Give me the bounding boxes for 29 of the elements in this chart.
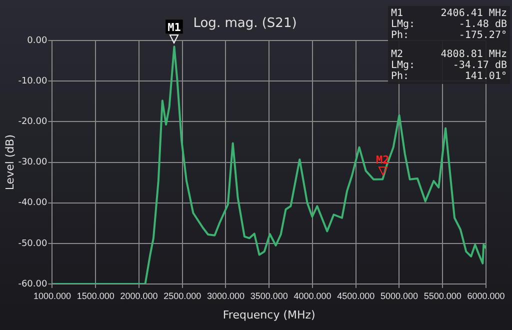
chart-title: Log. mag. (S21) (193, 16, 297, 32)
text: Ph: -175.27° (391, 30, 507, 41)
text: M1 2406.41 MHz (391, 8, 507, 19)
x-tick-label: 2000.000 (120, 290, 158, 301)
annotation: M2 (376, 154, 390, 167)
x-tick-label: 4500.000 (337, 290, 375, 301)
y-tick-label: -40.00 (18, 198, 48, 208)
text: LMg: -34.17 dB (391, 60, 507, 71)
x-tick-label: 1000.000 (33, 290, 71, 301)
text: M2 4808.81 MHz (391, 49, 507, 60)
annotation: M1 (168, 20, 182, 34)
x-tick-label: 1500.000 (76, 290, 114, 301)
text: LMg: -1.48 dB (391, 19, 507, 30)
x-tick-label: 2500.000 (164, 290, 202, 301)
y-axis-title: Level (dB) (3, 134, 16, 190)
y-tick-label: -10.00 (18, 76, 48, 87)
x-tick-label: 3500.000 (250, 290, 288, 301)
y-tick-label: -50.00 (18, 238, 48, 249)
x-tick-label: 5000.000 (380, 290, 418, 301)
y-tick-label: -20.00 (18, 117, 48, 128)
x-axis-title: Frequency (MHz) (222, 308, 316, 322)
y-tick-label: -60.00 (18, 279, 48, 290)
y-tick-label: 0.00 (27, 36, 48, 46)
y-tick-label: -30.00 (18, 158, 48, 168)
x-tick-label: 4000.000 (294, 290, 332, 301)
text: Ph: 141.01° (391, 71, 507, 82)
x-tick-label: 6000.000 (467, 290, 505, 301)
x-tick-label: 3000.000 (206, 290, 244, 301)
x-tick-label: 5500.000 (424, 290, 462, 301)
